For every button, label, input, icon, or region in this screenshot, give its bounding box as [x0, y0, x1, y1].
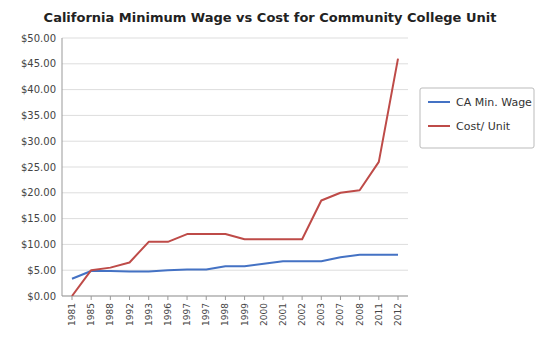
x-tick — [282, 296, 283, 300]
y-tick-label: $25.00 — [21, 162, 56, 173]
y-tick-label: $50.00 — [21, 33, 56, 44]
x-tick-label: 2003 — [316, 303, 326, 326]
x-tick — [167, 296, 168, 300]
x-tick-label: 1997 — [182, 303, 192, 326]
y-tick-label: $0.00 — [27, 291, 56, 302]
legend-swatch — [428, 101, 450, 103]
legend-label: CA Min. Wage — [456, 96, 532, 109]
x-tick-label: 2007 — [335, 303, 345, 326]
grid-line — [62, 38, 408, 39]
y-tick-label: $30.00 — [21, 136, 56, 147]
legend: CA Min. Wage Cost/ Unit — [420, 88, 534, 148]
x-tick — [187, 296, 188, 300]
x-tick — [244, 296, 245, 300]
x-tick-label: 1985 — [86, 303, 96, 326]
x-tick-label: 1993 — [144, 303, 154, 326]
x-tick-label: 2008 — [355, 303, 365, 326]
x-tick — [359, 296, 360, 300]
grid-line — [62, 218, 408, 219]
x-axis-line — [62, 296, 408, 297]
x-tick-label: 1988 — [105, 303, 115, 326]
y-axis-line — [62, 38, 63, 296]
x-tick — [263, 296, 264, 300]
x-tick — [110, 296, 111, 300]
x-tick — [398, 296, 399, 300]
grid-line — [62, 296, 408, 297]
chart: California Minimum Wage vs Cost for Comm… — [0, 0, 540, 339]
x-tick-label: 2011 — [374, 303, 384, 326]
x-tick — [91, 296, 92, 300]
y-tick-label: $45.00 — [21, 58, 56, 69]
legend-label: Cost/ Unit — [456, 120, 511, 133]
title: California Minimum Wage vs Cost for Comm… — [44, 10, 497, 25]
x-tick — [378, 296, 379, 300]
grid-line — [62, 244, 408, 245]
y-tick-label: $10.00 — [21, 239, 56, 250]
x-axis: 1981 1985 1988 1992 1993 1996 1997 1997 1998 1999… — [67, 296, 403, 326]
x-tick — [148, 296, 149, 300]
x-tick-label: 1997 — [201, 303, 211, 326]
x-tick-label: 1981 — [67, 303, 77, 326]
x-tick-label: 2000 — [259, 303, 269, 326]
x-tick — [340, 296, 341, 300]
grid-line — [62, 167, 408, 168]
x-tick-label: 1992 — [125, 303, 135, 326]
y-tick-label: $5.00 — [27, 265, 56, 276]
y-tick-label: $15.00 — [21, 213, 56, 224]
x-tick-label: 1999 — [240, 303, 250, 326]
series-line — [72, 59, 398, 296]
grid-line — [62, 89, 408, 90]
x-tick-label: 2012 — [393, 303, 403, 326]
grid-line — [62, 192, 408, 193]
legend-box — [420, 88, 534, 148]
x-tick-label: 2001 — [278, 303, 288, 326]
y-tick-label: $40.00 — [21, 84, 56, 95]
y-tick-label: $20.00 — [21, 187, 56, 198]
x-tick-label: 1996 — [163, 303, 173, 326]
x-tick — [129, 296, 130, 300]
y-axis: $0.00 $5.00 $10.00 $15.00 $20.00 $25.00 $30.00… — [21, 33, 408, 302]
lines — [72, 59, 398, 296]
grid-line — [62, 115, 408, 116]
x-tick-label: 2002 — [297, 303, 307, 326]
y-tick-label: $35.00 — [21, 110, 56, 121]
x-tick — [225, 296, 226, 300]
x-tick — [72, 296, 73, 300]
grid-line — [62, 63, 408, 64]
legend-swatch — [428, 125, 450, 127]
grid-line — [62, 141, 408, 142]
x-tick — [302, 296, 303, 300]
x-tick — [321, 296, 322, 300]
series-line — [72, 255, 398, 279]
x-tick-label: 1998 — [220, 303, 230, 326]
x-tick — [206, 296, 207, 300]
